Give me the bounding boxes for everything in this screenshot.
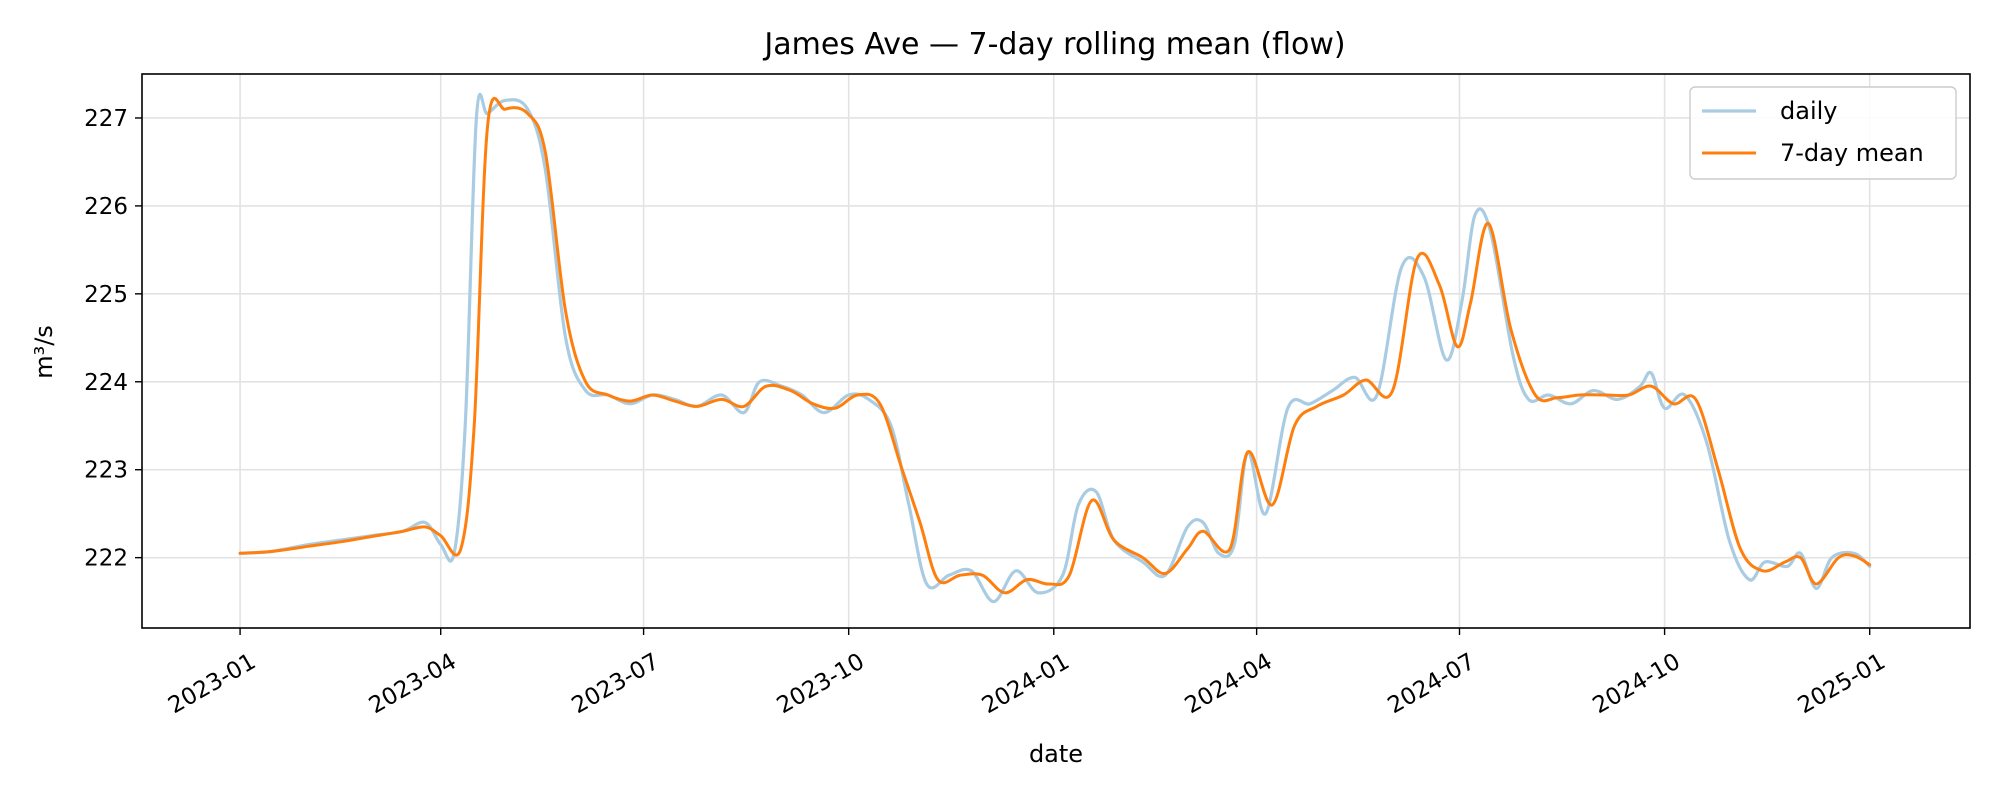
legend: daily 7-day mean [1689, 86, 1957, 180]
legend-label: 7-day mean [1780, 139, 1924, 167]
series-line-daily [238, 92, 1872, 604]
y-tick-label: 225 [84, 282, 128, 308]
legend-box [1689, 86, 1957, 180]
chart-title: James Ave — 7-day rolling mean (flow) [762, 27, 1345, 62]
series-line-7-day-mean [238, 96, 1872, 595]
legend-label: daily [1780, 97, 1837, 125]
plot-frame [141, 73, 1971, 629]
series-layer [238, 92, 1872, 604]
y-axis-label: m³/s [30, 325, 58, 379]
y-tick-label: 223 [84, 458, 128, 484]
grid [142, 74, 1970, 628]
y-tick-label: 224 [84, 370, 128, 396]
x-axis-label: date [1029, 740, 1083, 768]
y-tick-label: 226 [84, 194, 128, 220]
y-tick-label: 227 [84, 106, 128, 132]
y-tick-label: 222 [84, 546, 128, 572]
